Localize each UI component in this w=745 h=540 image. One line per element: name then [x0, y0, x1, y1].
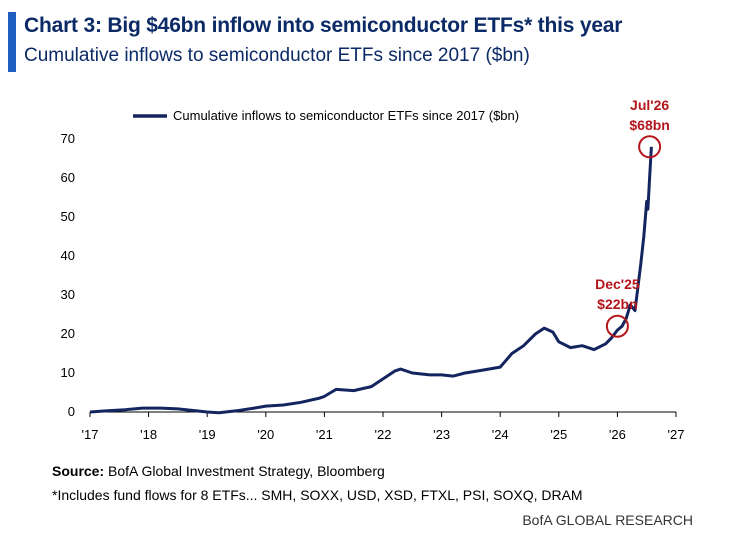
source-prefix: Source:: [52, 463, 105, 479]
annotation-value: $68bn: [629, 117, 669, 133]
brand-label: BofA GLOBAL RESEARCH: [522, 512, 693, 528]
y-tick-label: 60: [61, 170, 75, 185]
x-tick-label: '18: [140, 427, 157, 442]
legend-label: Cumulative inflows to semiconductor ETFs…: [173, 108, 519, 123]
x-tick-label: '27: [668, 427, 685, 442]
annotation-circle: [638, 135, 662, 159]
y-tick-label: 30: [61, 287, 75, 302]
x-tick-label: '21: [316, 427, 333, 442]
title-accent-bar: [8, 12, 16, 72]
x-tick-label: '17: [82, 427, 99, 442]
x-tick-label: '24: [492, 427, 509, 442]
annotation-circle: [605, 314, 629, 338]
x-tick-label: '26: [609, 427, 626, 442]
y-tick-label: 70: [61, 131, 75, 146]
x-tick-label: '19: [199, 427, 216, 442]
chart-title: Chart 3: Big $46bn inflow into semicondu…: [24, 14, 623, 37]
y-tick-label: 0: [68, 404, 75, 419]
source-text: BofA Global Investment Strategy, Bloombe…: [104, 463, 385, 479]
x-tick-label: '22: [375, 427, 392, 442]
y-tick-label: 50: [61, 209, 75, 224]
annotation-date: Jul'26: [630, 97, 669, 113]
footnote: *Includes fund flows for 8 ETFs... SMH, …: [52, 487, 583, 503]
annotations: Dec'25 $22bn Jul'26 $68bn: [595, 97, 670, 338]
legend: Cumulative inflows to semiconductor ETFs…: [133, 108, 519, 123]
annotation-value: $22bn: [597, 296, 637, 312]
chart-subtitle: Cumulative inflows to semiconductor ETFs…: [24, 45, 530, 66]
y-axis-labels: 0 10 20 30 40 50 60 70: [61, 131, 75, 419]
y-tick-label: 20: [61, 326, 75, 341]
annotation-date: Dec'25: [595, 276, 640, 292]
source-line: Source: BofA Global Investment Strategy,…: [52, 463, 732, 479]
x-tick-label: '20: [257, 427, 274, 442]
x-axis: '17 '18 '19 '20 '21 '22 '23 '24 '25 '26 '27: [82, 411, 685, 442]
y-tick-label: 40: [61, 248, 75, 263]
x-tick-label: '23: [433, 427, 450, 442]
series-line: [89, 146, 653, 415]
y-tick-label: 10: [61, 365, 75, 380]
series-group: [89, 146, 653, 415]
x-tick-label: '25: [550, 427, 567, 442]
